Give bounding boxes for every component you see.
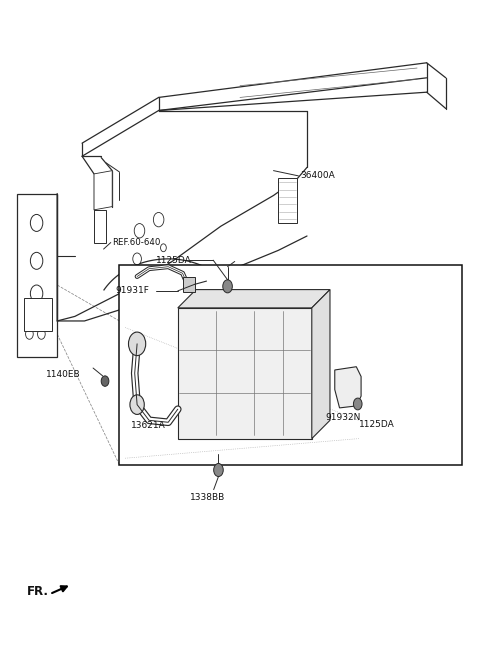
Bar <box>120 265 462 465</box>
Polygon shape <box>94 171 112 210</box>
Polygon shape <box>178 290 330 308</box>
Text: REF.60-640: REF.60-640 <box>112 238 160 247</box>
Circle shape <box>30 285 43 302</box>
Text: 91931F: 91931F <box>116 286 149 295</box>
Text: 1125DA: 1125DA <box>359 420 395 429</box>
Polygon shape <box>335 367 361 408</box>
Circle shape <box>154 212 164 227</box>
Text: 36400A: 36400A <box>300 172 335 180</box>
Polygon shape <box>278 178 298 223</box>
Text: 1140EB: 1140EB <box>46 370 81 379</box>
Circle shape <box>25 329 33 339</box>
Circle shape <box>101 376 109 386</box>
Text: 13621A: 13621A <box>131 421 166 430</box>
Text: 1338BB: 1338BB <box>190 493 225 502</box>
Polygon shape <box>24 298 52 331</box>
Polygon shape <box>94 210 106 242</box>
Polygon shape <box>178 308 312 439</box>
Polygon shape <box>312 290 330 439</box>
Circle shape <box>133 253 142 265</box>
Circle shape <box>129 332 146 356</box>
Circle shape <box>160 244 166 252</box>
Circle shape <box>353 398 362 410</box>
Polygon shape <box>182 276 194 292</box>
Text: 91932N: 91932N <box>325 413 360 422</box>
Circle shape <box>30 214 43 231</box>
Polygon shape <box>17 193 57 357</box>
Circle shape <box>223 280 232 293</box>
Circle shape <box>30 252 43 269</box>
Circle shape <box>130 395 144 415</box>
Circle shape <box>134 223 145 238</box>
Circle shape <box>214 464 223 477</box>
Text: 1125DA: 1125DA <box>156 255 192 265</box>
Text: FR.: FR. <box>27 585 49 598</box>
Circle shape <box>37 329 45 339</box>
